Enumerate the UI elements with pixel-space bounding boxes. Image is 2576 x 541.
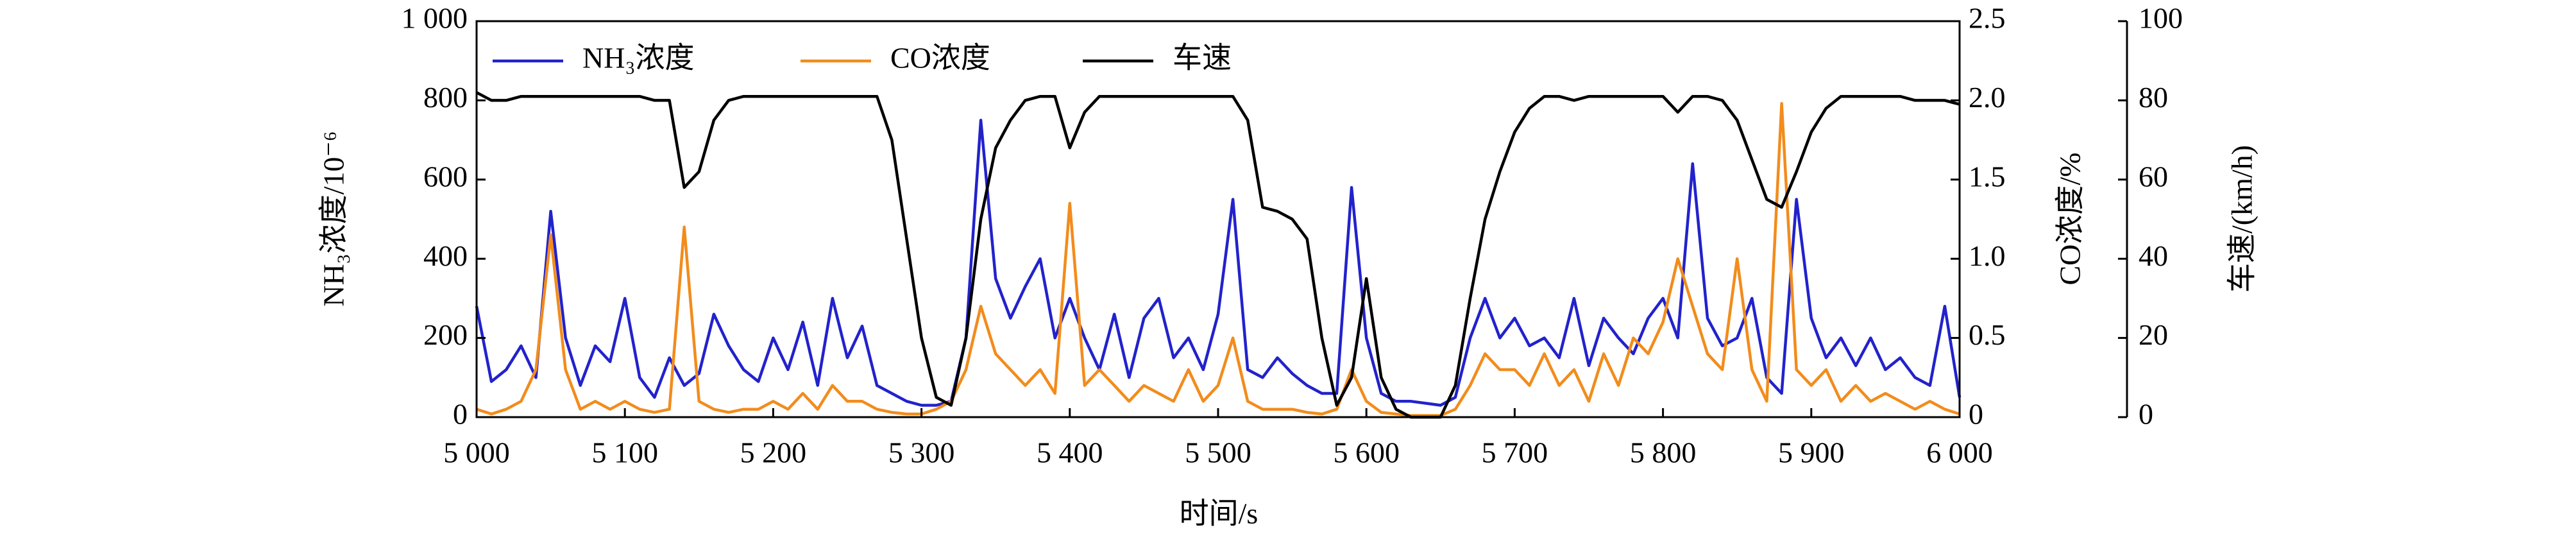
y3-axis-label: 车速/(km/h) [2226,145,2258,293]
x-tick-label: 5 800 [1630,436,1697,469]
y-axis-label: NH₃浓度/10⁻⁶ [318,131,350,307]
x-axis-label: 时间/s [1180,497,1258,530]
x-tick-label: 5 400 [1037,436,1103,469]
x-tick-label: 5 000 [443,436,510,469]
y3-tick-label: 20 [2139,318,2168,351]
y-tick-label: 200 [423,318,468,351]
y3-tick-label: 40 [2139,239,2168,272]
x-tick-label: 6 000 [1926,436,1993,469]
x-tick-label: 5 600 [1333,436,1400,469]
legend-label: NH₃浓度 [582,42,694,74]
y-tick-label: 0 [453,398,468,431]
y-tick-label: 1 000 [402,2,468,35]
series-line [475,91,1960,419]
y2-tick-label: 1.5 [1969,160,2006,193]
legend-label: CO浓度 [890,42,990,74]
y-tick-label: 400 [423,239,468,272]
y-tick-label: 600 [423,160,468,193]
plot-frame [475,20,1961,418]
x-tick-label: 5 700 [1482,436,1548,469]
y2-axis-label: CO浓度/% [2054,153,2087,286]
y2-tick-label: 1.0 [1969,239,2006,272]
y3-tick-label: 0 [2139,398,2153,431]
y3-tick-label: 60 [2139,160,2168,193]
series-line [475,119,1962,407]
y2-tick-label: 2.5 [1969,2,2006,35]
x-tick-label: 5 900 [1778,436,1845,469]
y2-tick-label: 2.0 [1969,81,2006,114]
series-line [476,102,1960,417]
y2-tick-label: 0 [1969,398,1983,431]
x-tick-label: 5 200 [740,436,807,469]
y3-tick-label: 80 [2139,81,2168,114]
x-tick-label: 5 500 [1185,436,1251,469]
y3-tick-label: 100 [2139,2,2183,35]
x-tick-label: 5 100 [591,436,658,469]
x-tick-label: 5 300 [888,436,955,469]
y-tick-label: 800 [423,81,468,114]
legend-label: 车速 [1173,42,1232,74]
y2-tick-label: 0.5 [1969,318,2006,351]
